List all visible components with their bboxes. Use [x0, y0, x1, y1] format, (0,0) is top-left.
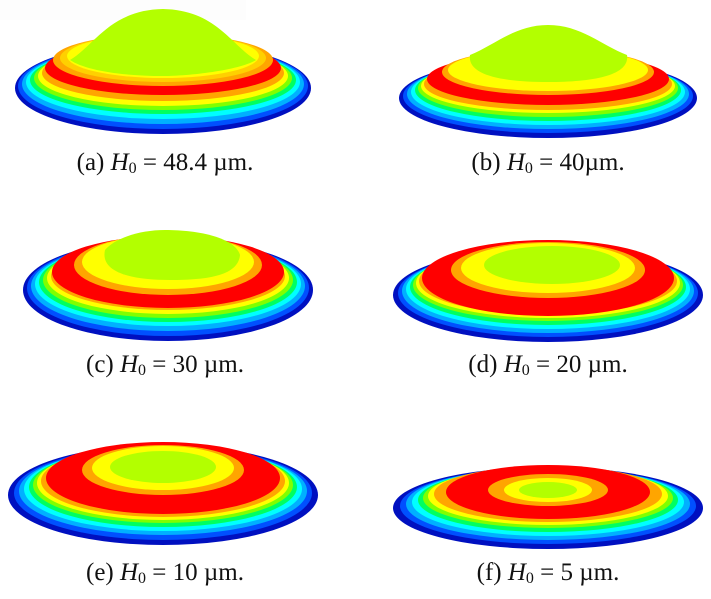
caption-label: (c): [85, 351, 120, 378]
caption-subscript: 0: [524, 160, 533, 177]
caption-variable: H: [119, 559, 139, 586]
caption-e: (e) H0 = 10 µm.: [86, 560, 244, 587]
caption-f: (f) H0 = 5 µm.: [477, 560, 620, 587]
deformation-contour-c: [23, 230, 313, 341]
caption-label: (f): [476, 559, 508, 586]
caption-variable: H: [506, 149, 525, 176]
caption-label: (a): [76, 149, 111, 176]
deformation-contour-f: [393, 465, 703, 549]
panel-a: (a) H0 = 48.4 µm.: [0, 0, 355, 200]
caption-b: (b) H0 = 40µm.: [471, 150, 624, 177]
caption-value: = 5 µm.: [533, 559, 620, 586]
caption-value: = 40µm.: [532, 149, 625, 176]
panel-b: (b) H0 = 40µm.: [355, 0, 711, 200]
caption-value: = 20 µm.: [529, 351, 628, 378]
caption-value: = 10 µm.: [146, 559, 245, 586]
caption-subscript: 0: [521, 362, 530, 379]
deformation-contour-e: [8, 442, 318, 545]
caption-label: (b): [471, 149, 507, 176]
caption-subscript: 0: [138, 362, 147, 379]
deformation-contour-d: [393, 240, 703, 342]
caption-value: = 30 µm.: [146, 351, 245, 378]
caption-label: (e): [85, 559, 120, 586]
deformation-contour-a: [15, 9, 311, 134]
caption-variable: H: [507, 559, 526, 586]
caption-variable: H: [119, 351, 139, 378]
caption-label: (d): [468, 351, 504, 378]
panel-f: (f) H0 = 5 µm.: [355, 410, 711, 599]
caption-subscript: 0: [525, 570, 534, 587]
caption-variable: H: [110, 149, 129, 176]
caption-variable: H: [503, 351, 522, 378]
caption-subscript: 0: [138, 570, 147, 587]
caption-d: (d) H0 = 20 µm.: [468, 352, 627, 379]
caption-c: (c) H0 = 30 µm.: [86, 352, 244, 379]
panel-c: (c) H0 = 30 µm.: [0, 210, 355, 400]
panel-e: (e) H0 = 10 µm.: [0, 410, 355, 599]
caption-subscript: 0: [128, 160, 137, 177]
deformation-contour-b: [399, 25, 697, 138]
panel-d: (d) H0 = 20 µm.: [355, 210, 711, 400]
caption-value: = 48.4 µm.: [136, 149, 254, 176]
caption-a: (a) H0 = 48.4 µm.: [77, 150, 254, 177]
